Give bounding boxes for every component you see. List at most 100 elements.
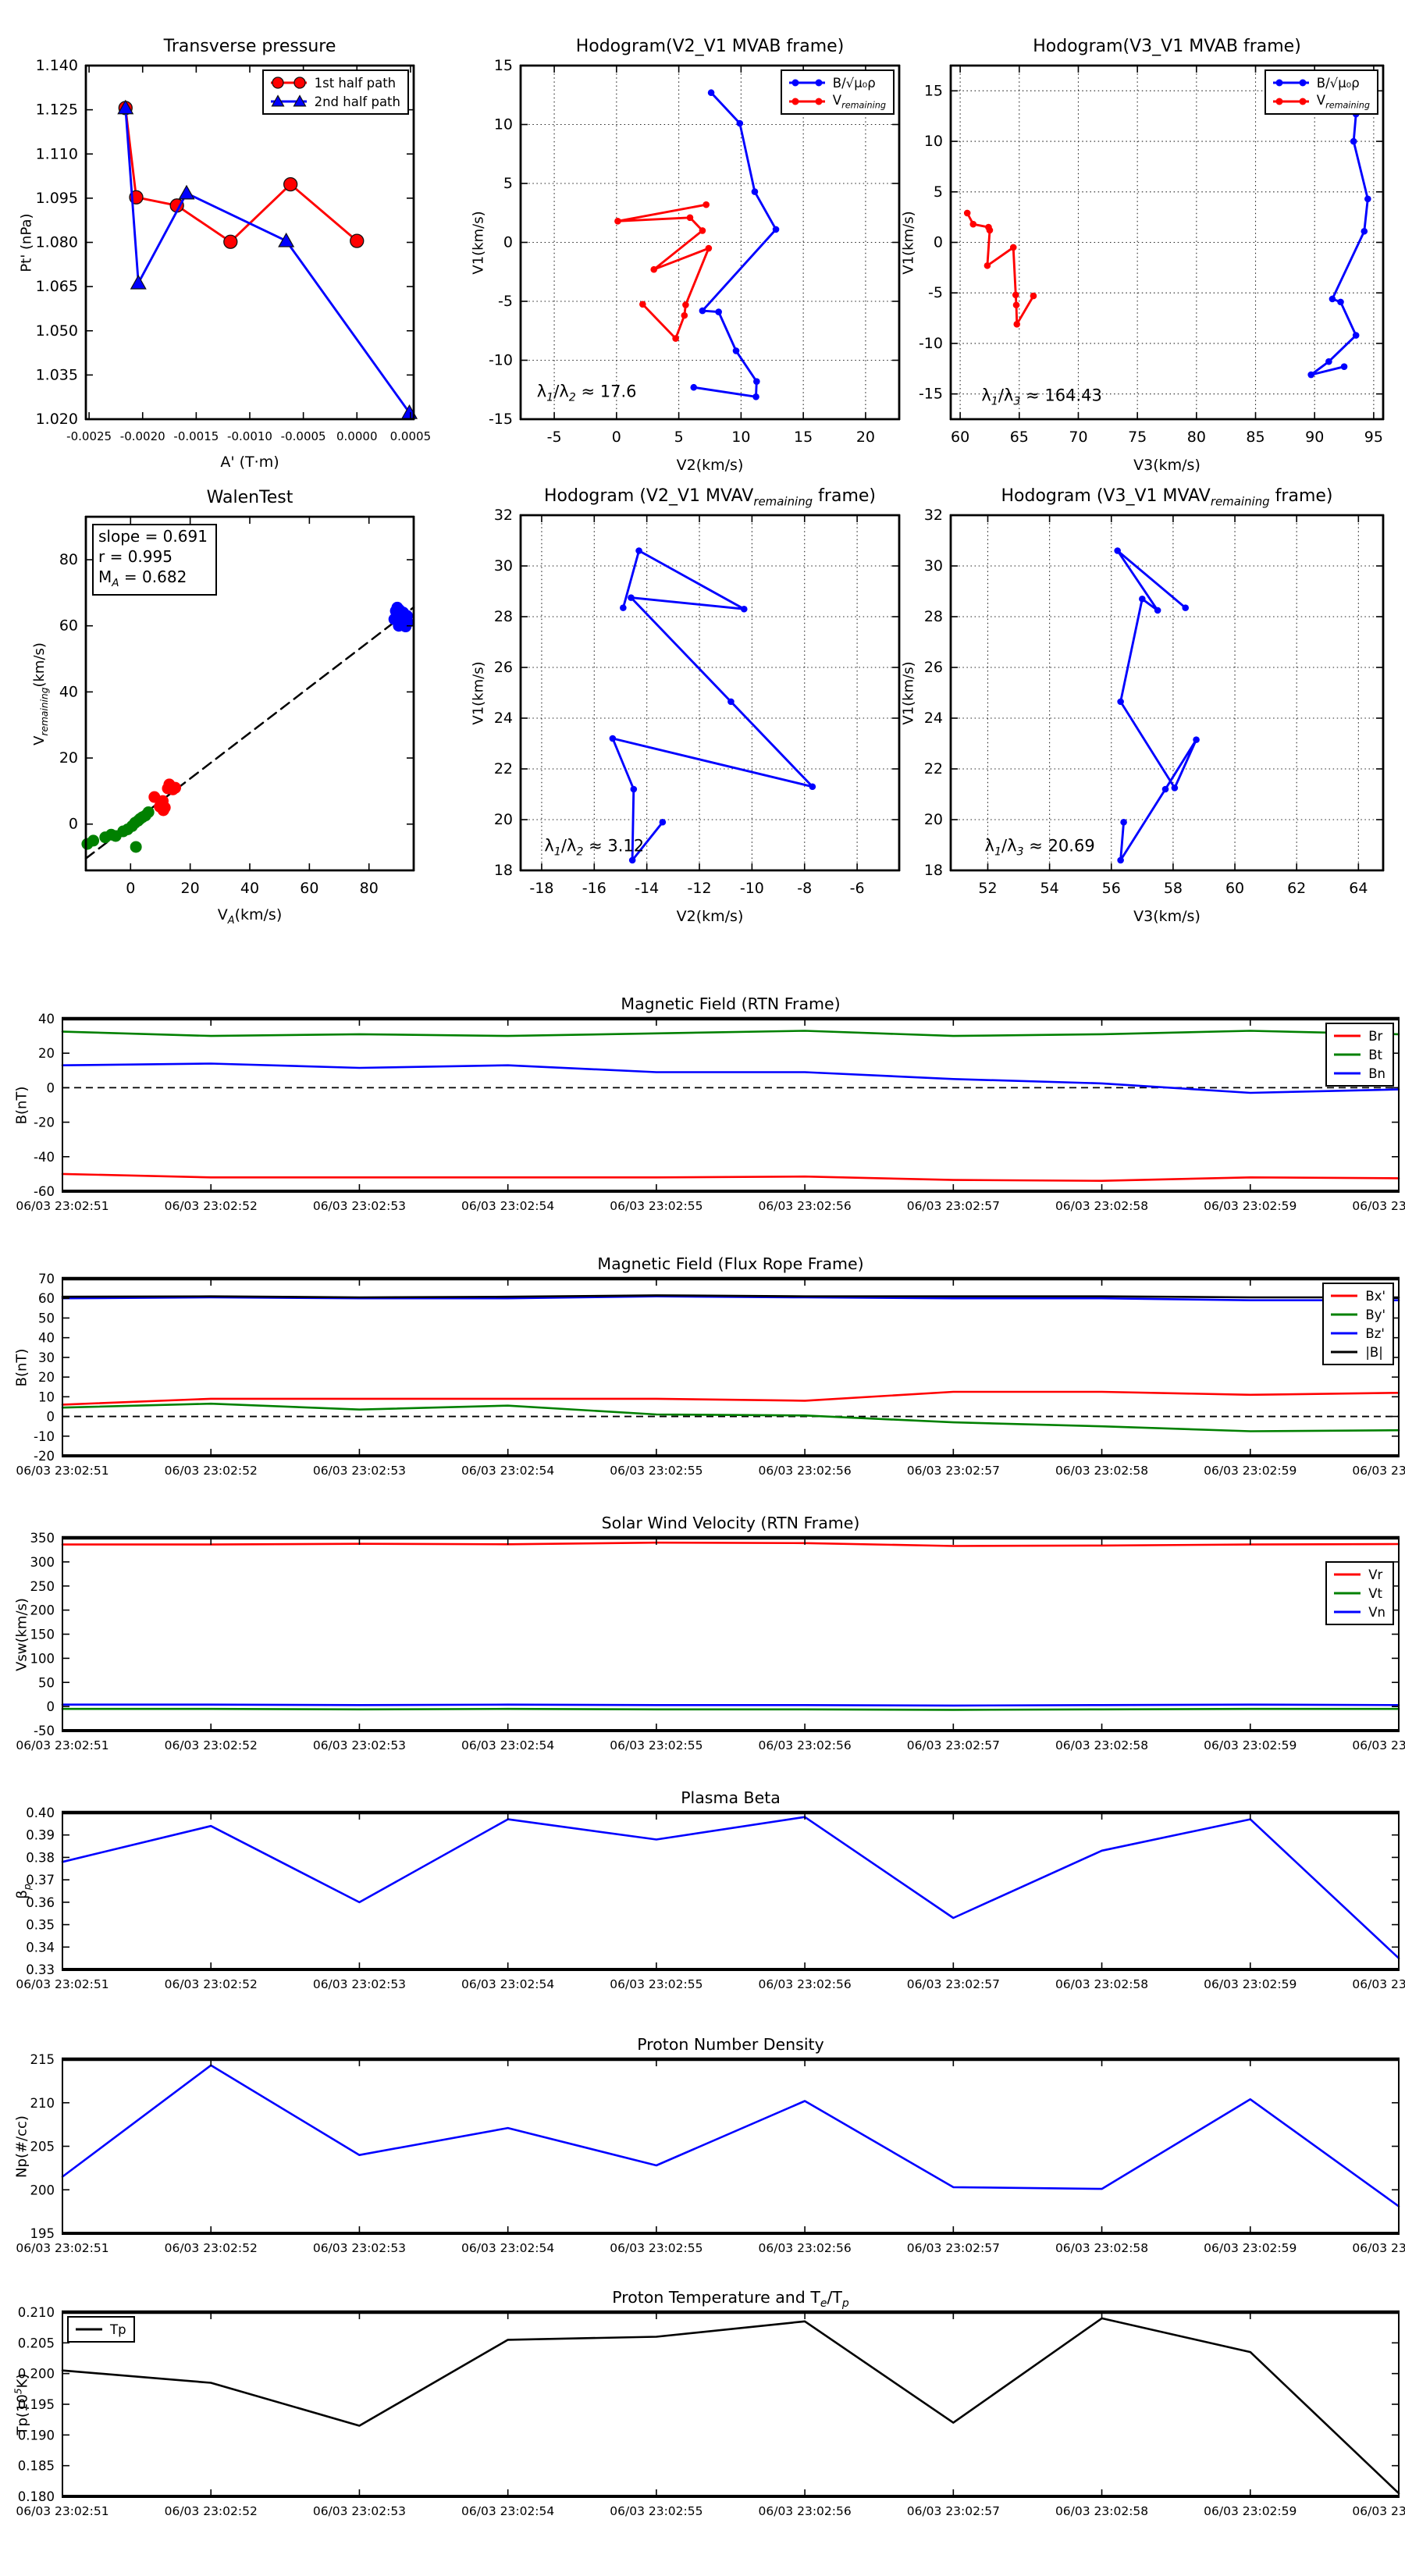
series-line [616, 203, 710, 340]
x-tick-label: 06/03 23:02:54 [461, 1738, 554, 1752]
proton-number-density-chart: Proton Number Density 06/03 23:02:51 06/0… [14, 2035, 1405, 2255]
legend-item: Bn [1332, 1064, 1385, 1083]
x-tick-label: 62 [1287, 880, 1306, 897]
legend-item: Bt [1332, 1045, 1385, 1064]
legend: B/√μ₀ρ Vremaining [780, 69, 895, 115]
legend-sample [1272, 98, 1309, 105]
x-tick-label: 06/03 23:02:57 [907, 1977, 1000, 1991]
series-line [61, 1294, 1400, 1299]
x-axis-label: V3(km/s) [1133, 908, 1200, 925]
x-tick-label: 06/03 23:02:51 [16, 1464, 108, 1478]
series-line [61, 1541, 1400, 1547]
y-axis-label: V1(km/s) [470, 660, 487, 725]
axis-ticks [521, 514, 899, 871]
x-tick-label: -6 [850, 880, 865, 897]
legend: Vr Vt Vn [1325, 1561, 1394, 1625]
y-tick-label: 250 [30, 1579, 55, 1594]
axis-ticks [951, 514, 1383, 871]
y-tick-label: 30 [38, 1350, 55, 1365]
x-tick-label: -8 [797, 880, 812, 897]
hodogram-v2v1-mvab-chart: Hodogram(V2_V1 MVAB frame) -5 0 5 10 15 20 -15… [471, 37, 901, 474]
x-tick-label: 75 [1128, 429, 1147, 446]
series-line [61, 2317, 1400, 2495]
x-tick-label: -12 [688, 880, 712, 897]
series-line [1116, 550, 1198, 862]
x-tick-label: 06/03 23:02:52 [165, 2504, 258, 2518]
y-tick-label: 0 [47, 1410, 55, 1425]
legend-label: Vr [1368, 1567, 1383, 1582]
legend-label: Bz' [1365, 1325, 1385, 1341]
y-tick-label: 80 [59, 551, 78, 568]
legend-item: By' [1329, 1305, 1385, 1324]
x-tick-label: 06/03 23:03:00 [1352, 2241, 1405, 2255]
chart-title: Magnetic Field (Flux Rope Frame) [597, 1254, 864, 1273]
grid [521, 65, 899, 420]
legend-sample [270, 94, 307, 107]
y-tick-label: 22 [924, 760, 943, 777]
x-tick-label: 06/03 23:02:53 [313, 2241, 406, 2255]
y-axis-label: V1(km/s) [470, 210, 487, 275]
legend-label: Vremaining [832, 92, 886, 111]
legend-item: Vremaining [1271, 92, 1370, 111]
axis-ticks [62, 2311, 1400, 2497]
x-tick-label: 06/03 23:02:52 [165, 1464, 258, 1478]
y-tick-label: 0.195 [18, 2397, 55, 2412]
x-tick-label: 95 [1364, 429, 1383, 446]
legend-item: Tp [73, 2320, 126, 2339]
x-tick-label: 80 [360, 880, 379, 897]
y-tick-label: 20 [924, 811, 943, 828]
axis-ticks [62, 1812, 1400, 1970]
legend: Br Bt Bn [1325, 1023, 1394, 1087]
lambda-annotation: λ1/λ3 ≈ 20.69 [984, 836, 1095, 859]
chart-title: Transverse pressure [163, 37, 336, 56]
plot-area-svg: -0.0025 -0.0020 -0.0015 -0.0010 -0.0005 0.000… [36, 57, 432, 443]
x-tick-label: 0.0000 [336, 429, 378, 443]
y-tick-label: 20 [38, 1370, 55, 1385]
series-line [124, 106, 411, 415]
legend-item: B/√μ₀ρ [787, 73, 886, 92]
legend-sample [1334, 1034, 1361, 1037]
x-tick-label: 06/03 23:02:54 [461, 2504, 554, 2518]
y-tick-label: 40 [38, 1012, 55, 1026]
legend: B/√μ₀ρ Vremaining [1264, 69, 1378, 115]
x-tick-label: -16 [582, 880, 606, 897]
y-tick-label: 100 [30, 1651, 55, 1666]
y-tick-label: 215 [30, 2052, 55, 2067]
x-tick-label: 0.0005 [390, 429, 431, 443]
x-tick-label: 06/03 23:02:52 [165, 1977, 258, 1991]
y-tick-label: 300 [30, 1555, 55, 1570]
y-tick-label: 1.035 [36, 366, 78, 383]
axis-ticks [62, 1537, 1400, 1731]
series-line [61, 1816, 1400, 1959]
y-tick-label: 0 [934, 234, 943, 251]
y-tick-label: 200 [30, 2183, 55, 2197]
y-axis-label: Np(#/cc) [13, 2115, 30, 2178]
x-axis-label: V2(km/s) [676, 457, 744, 474]
x-tick-label: 06/03 23:03:00 [1352, 1464, 1405, 1478]
y-tick-label: 0.200 [18, 2367, 55, 2382]
y-tick-label: 20 [59, 749, 78, 767]
y-tick-label: 1.125 [36, 101, 78, 119]
legend-sample [788, 79, 825, 87]
plot-area-svg: 06/03 23:02:51 06/03 23:02:52 06/03 23:02:… [16, 1531, 1405, 1752]
x-tick-label: 06/03 23:02:53 [313, 1199, 406, 1213]
lambda-annotation: λ1/λ3 ≈ 164.43 [981, 386, 1102, 408]
x-tick-label: 06/03 23:02:53 [313, 2504, 406, 2518]
magnetic-field-rtn-chart: Magnetic Field (RTN Frame) 06/03 23:02:5… [14, 994, 1405, 1213]
legend-item: Bx' [1329, 1286, 1385, 1305]
y-tick-label: -5 [498, 293, 513, 310]
series-line [1310, 112, 1369, 376]
legend-label: By' [1365, 1307, 1385, 1322]
y-tick-label: -5 [928, 284, 943, 301]
x-tick-label: 5 [674, 429, 684, 446]
legend-sample [1331, 1350, 1358, 1354]
x-tick-label: 06/03 23:02:58 [1055, 1199, 1148, 1213]
y-tick-label: 1.110 [36, 145, 78, 162]
x-tick-label: -18 [529, 880, 553, 897]
y-tick-label: 0.205 [18, 2336, 55, 2350]
x-tick-label: 06/03 23:02:55 [610, 1464, 702, 1478]
y-tick-label: 30 [494, 557, 513, 575]
series-line [692, 91, 777, 398]
x-tick-label: 06/03 23:02:56 [759, 1464, 852, 1478]
